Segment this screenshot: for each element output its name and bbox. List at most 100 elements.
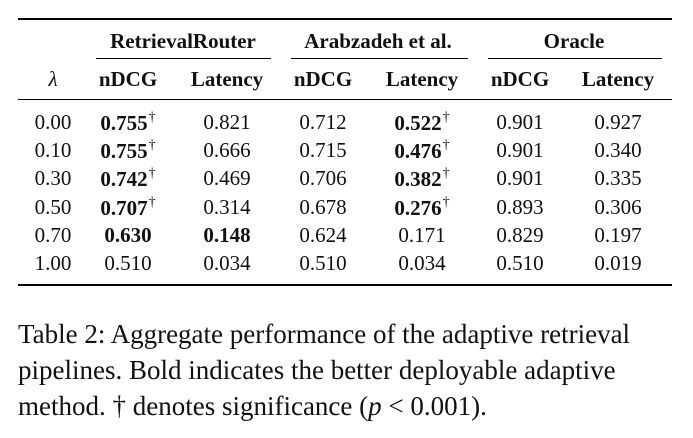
lambda-cell: 0.00	[34, 110, 72, 134]
cell-value: 0.276	[394, 195, 442, 220]
table-cell: 0.666	[203, 138, 250, 163]
group-rule-retrievalrouter	[96, 58, 271, 59]
col-header-rr-ndcg: nDCG	[98, 67, 158, 91]
table-cell: 0.624	[299, 223, 346, 248]
table-cell: 0.034	[203, 251, 250, 276]
lambda-cell: 0.30	[34, 166, 72, 191]
cell-value: 0.476	[394, 139, 442, 164]
lambda-cell: 0.10	[34, 138, 72, 163]
cell-value: 0.510	[299, 251, 347, 275]
table-cell: 0.755†	[100, 138, 155, 164]
cell-value: 0.901	[496, 166, 544, 191]
table-cell: 0.510	[496, 251, 543, 276]
table-cell: 0.712	[299, 110, 346, 135]
table-cell: 0.821	[203, 110, 250, 135]
table-cell: 0.678	[299, 195, 346, 220]
cell-value: 0.742	[100, 167, 148, 192]
table-cell: 0.829	[496, 223, 543, 248]
group-rule-arabzadeh	[291, 58, 468, 59]
col-header-ar-latency: Latency	[385, 67, 459, 91]
table-cell: 0.901	[496, 138, 543, 163]
cell-value: 0.901	[496, 138, 544, 163]
cell-value: 0.630	[104, 222, 152, 247]
cell-value: 0.382	[394, 167, 442, 192]
cell-value: 0.707	[100, 195, 148, 220]
table-cell: 0.276†	[394, 195, 449, 221]
significance-dagger: †	[148, 194, 156, 210]
table-cell: 0.510	[104, 251, 151, 276]
caption-p-symbol: p	[368, 391, 382, 421]
cell-value: 0.715	[299, 138, 347, 163]
table-cell: 0.706	[299, 166, 346, 191]
table-cell: 0.335	[594, 166, 641, 191]
table-cell: 0.340	[594, 138, 641, 163]
table-cell: 0.469	[203, 166, 250, 191]
cell-value: 0.340	[594, 138, 642, 163]
top-rule	[18, 18, 672, 20]
cell-value: 0.510	[104, 251, 152, 275]
col-header-rr-latency: Latency	[190, 67, 264, 91]
group-rule-oracle	[488, 58, 662, 59]
lambda-cell: 1.00	[34, 251, 72, 275]
header-rule	[18, 99, 672, 100]
cell-value: 0.335	[594, 166, 642, 191]
cell-value: 0.927	[594, 110, 642, 134]
col-header-or-ndcg: nDCG	[490, 67, 550, 91]
cell-value: 0.893	[496, 194, 544, 219]
significance-dagger: †	[148, 138, 156, 154]
cell-value: 0.755	[100, 111, 148, 135]
table-cell: 0.382†	[394, 166, 449, 192]
table-cell: 0.901	[496, 110, 543, 135]
table-cell: 0.707†	[100, 195, 155, 221]
cell-value: 0.666	[203, 138, 251, 163]
group-header-arabzadeh: Arabzadeh et al.	[304, 29, 452, 53]
significance-dagger: †	[148, 110, 156, 125]
lambda-cell: 0.50	[34, 194, 72, 219]
group-header-retrievalrouter: RetrievalRouter	[110, 29, 256, 53]
cell-value: 0.019	[594, 251, 642, 275]
cell-value: 0.314	[203, 194, 251, 219]
col-header-or-latency: Latency	[581, 67, 655, 91]
bottom-rule	[18, 284, 672, 286]
cell-value: 0.522	[394, 111, 442, 135]
table-cell: 0.510	[299, 251, 346, 276]
table-cell: 0.476†	[394, 138, 449, 164]
cell-value: 0.755	[100, 139, 148, 164]
cell-value: 0.510	[496, 251, 544, 275]
cell-value: 0.829	[496, 222, 544, 247]
lambda-header: λ	[48, 67, 58, 91]
table-cell: 0.927	[594, 110, 641, 135]
cell-value: 0.469	[203, 166, 251, 191]
caption-text-end: < 0.001).	[381, 391, 487, 421]
col-header-ar-ndcg: nDCG	[293, 67, 353, 91]
group-header-oracle: Oracle	[543, 29, 605, 53]
table-cell: 0.630	[104, 223, 151, 248]
cell-value: 0.197	[594, 222, 642, 247]
cell-value: 0.624	[299, 222, 347, 247]
cell-value: 0.148	[203, 222, 251, 247]
caption-text-start: Table 2: Aggregate performance of the ad…	[18, 319, 631, 421]
table-cell: 0.019	[594, 251, 641, 276]
table-cell: 0.314	[203, 195, 250, 220]
significance-dagger: †	[442, 110, 450, 125]
table-cell: 0.742†	[100, 166, 155, 192]
table-cell: 0.522†	[394, 110, 449, 136]
cell-value: 0.712	[299, 110, 347, 134]
table-cell: 0.034	[398, 251, 445, 276]
significance-dagger: †	[148, 166, 156, 182]
cell-value: 0.034	[398, 251, 446, 275]
cell-value: 0.706	[299, 166, 347, 191]
cell-value: 0.821	[203, 110, 251, 134]
table-cell: 0.148	[203, 223, 250, 248]
cell-value: 0.306	[594, 194, 642, 219]
table-cell: 0.901	[496, 166, 543, 191]
table-cell: 0.893	[496, 195, 543, 220]
table-cell: 0.715	[299, 138, 346, 163]
table-cell: 0.197	[594, 223, 641, 248]
significance-dagger: †	[442, 194, 450, 210]
significance-dagger: †	[442, 166, 450, 182]
cell-value: 0.034	[203, 251, 251, 275]
table-cell: 0.755†	[100, 110, 155, 136]
table-cell: 0.171	[398, 223, 445, 248]
cell-value: 0.901	[496, 110, 544, 134]
